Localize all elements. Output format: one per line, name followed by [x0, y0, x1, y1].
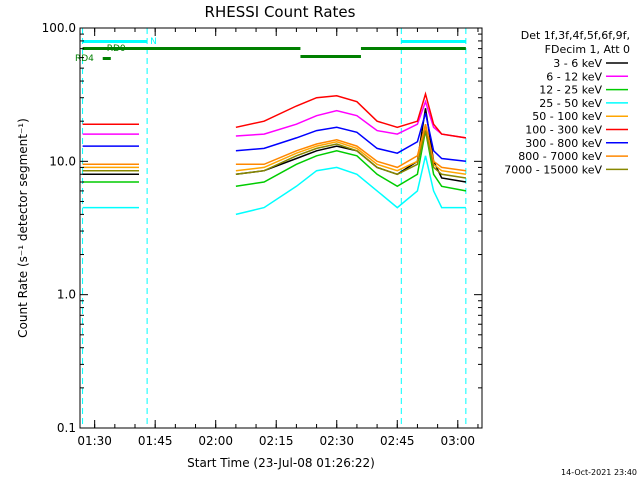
status-bar-label: RD4	[75, 54, 94, 64]
legend-entry-label: 50 - 100 keV	[532, 110, 602, 123]
x-tick-label: 01:45	[138, 434, 173, 448]
series-line	[82, 124, 467, 172]
legend-entry-label: 800 - 7000 keV	[518, 150, 602, 163]
series-line	[82, 99, 467, 139]
legend-entry-label: 25 - 50 keV	[539, 97, 602, 110]
series-line	[82, 130, 467, 179]
series-line	[82, 112, 466, 163]
x-tick-label: 03:00	[440, 434, 475, 448]
chart-title: RHESSI Count Rates	[205, 3, 356, 21]
y-axis-label: Count Rate (s⁻¹ detector segment⁻¹)	[16, 118, 30, 338]
y-tick-label: 1.0	[57, 288, 76, 302]
x-tick-label: 02:45	[380, 434, 415, 448]
x-tick-label: 02:30	[319, 434, 354, 448]
y-axis: 0.1 1.0 10.0 100.0	[42, 21, 482, 435]
timestamp: 14-Oct-2021 23:40	[561, 468, 637, 477]
legend-entry-label: 100 - 300 keV	[525, 124, 602, 137]
series-line	[82, 155, 466, 216]
legend-header: Det 1f,3f,4f,5f,6f,9f,	[521, 29, 630, 42]
x-axis-label: Start Time (23-Jul-08 01:26:22)	[187, 456, 375, 470]
x-axis: 01:30 01:45 02:00 02:15 02:30 02:45 03:00	[77, 28, 479, 448]
x-tick-label: 02:15	[259, 434, 294, 448]
legend-entry-label: 12 - 25 keV	[539, 84, 602, 97]
legend-header: FDecim 1, Att 0	[545, 43, 630, 56]
plot-frame	[79, 27, 483, 429]
status-bar-rd0	[82, 47, 301, 50]
series-line	[82, 130, 467, 192]
status-bar-rd0	[300, 55, 361, 58]
status-bar-rd0	[360, 47, 466, 50]
y-tick-label: 10.0	[49, 154, 76, 168]
plot-area: N RD0 RD4	[75, 28, 467, 428]
legend-entry-label: 6 - 12 keV	[546, 70, 602, 83]
legend-entry-label: 300 - 800 keV	[525, 137, 602, 150]
status-bar-n	[82, 40, 148, 43]
legend-entry-label: 7000 - 15000 keV	[504, 163, 602, 176]
status-bar-label: N	[150, 37, 157, 47]
y-tick-label: 100.0	[42, 21, 76, 35]
x-tick-label: 02:00	[198, 434, 233, 448]
status-bar-n	[401, 40, 466, 43]
y-tick-label: 0.1	[57, 421, 76, 435]
x-tick-label: 01:30	[77, 434, 112, 448]
legend-entry-label: 3 - 6 keV	[553, 57, 602, 70]
series-line	[82, 91, 467, 139]
legend: Det 1f,3f,4f,5f,6f,9f,FDecim 1, Att 03 -…	[504, 29, 630, 176]
status-bar-label: RD0	[107, 44, 126, 54]
status-bar-rd4	[102, 57, 111, 60]
